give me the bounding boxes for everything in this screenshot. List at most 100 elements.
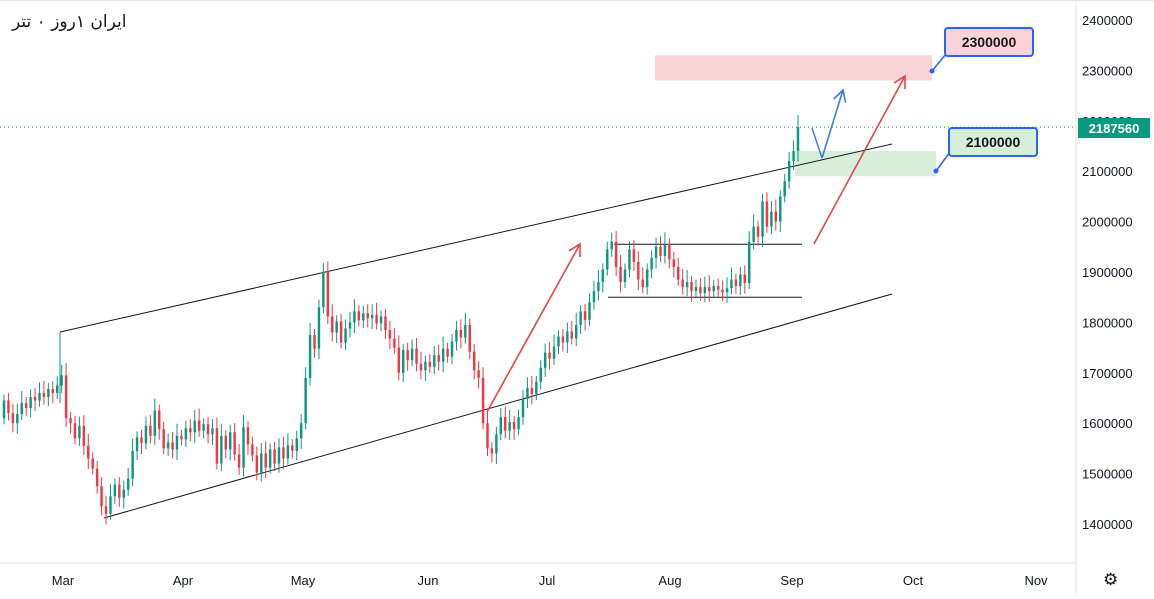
candle-body: [397, 347, 401, 373]
candle-body: [637, 261, 640, 280]
candle-body: [583, 311, 587, 320]
candle-body: [681, 279, 684, 288]
candle-body: [557, 336, 560, 347]
candle-body: [388, 329, 392, 339]
candle-body: [16, 414, 19, 424]
candle-body: [255, 455, 259, 473]
candle-body: [508, 422, 511, 431]
candle-body: [490, 448, 494, 454]
y-tick-label: 1400000: [1082, 517, 1133, 532]
candle-body: [273, 449, 276, 464]
candle-body: [375, 314, 378, 324]
support-line: [103, 293, 893, 519]
candle-body: [450, 341, 454, 357]
candle-body: [677, 266, 680, 280]
candle-body: [796, 127, 800, 152]
x-tick-label: May: [291, 573, 316, 588]
candle-body: [672, 259, 676, 267]
candle-body: [171, 442, 174, 450]
candle-body: [295, 438, 298, 451]
candle-body: [614, 241, 618, 267]
candle-body: [459, 329, 463, 338]
candle-body: [193, 420, 196, 433]
candle-body: [339, 321, 343, 343]
candle-body: [299, 423, 303, 439]
candle-body: [344, 328, 347, 343]
y-tick-label: 2400000: [1082, 13, 1133, 28]
candle-body: [229, 432, 232, 450]
candle-body: [379, 316, 383, 324]
candle-body: [100, 486, 103, 507]
x-tick-label: Apr: [173, 573, 194, 588]
candle-body: [313, 335, 316, 349]
candle-body: [792, 151, 795, 162]
chart-title: ایران ۱روز ۰ تتر: [12, 12, 127, 32]
x-tick-label: Jun: [418, 573, 439, 588]
candle-body: [428, 361, 432, 367]
candle-body: [783, 181, 786, 197]
candle-body: [699, 287, 702, 294]
candle-body: [149, 425, 152, 436]
projection-arrow: [821, 89, 844, 159]
last-price-label: 2187560: [1078, 118, 1150, 138]
support-callout[interactable]: 2100000: [948, 127, 1038, 157]
candle-body: [756, 226, 760, 237]
candle-body: [122, 489, 125, 498]
candle-body: [104, 506, 108, 514]
x-tick-label: Nov: [1024, 573, 1048, 588]
candle-body: [11, 413, 15, 424]
candle-body: [393, 338, 396, 348]
candle-body: [357, 311, 361, 321]
candle-body: [654, 246, 658, 258]
candle-body: [521, 399, 525, 418]
candle-body: [765, 201, 769, 227]
support-zone: [795, 151, 936, 177]
candle-body: [2, 400, 6, 419]
y-tick-label: 2300000: [1082, 63, 1133, 78]
candle-body: [419, 363, 423, 371]
candle-body: [260, 453, 263, 473]
candle-body: [366, 313, 369, 319]
candle-body: [779, 196, 782, 222]
candle-body: [433, 355, 436, 367]
candle-body: [91, 458, 94, 469]
candle-body: [135, 437, 139, 451]
candle-body: [7, 400, 10, 414]
candle-body: [184, 428, 188, 440]
candle-body: [650, 257, 653, 270]
candle-body: [725, 288, 729, 293]
candle-body: [24, 403, 28, 409]
candle-body: [233, 432, 236, 455]
candle-body: [548, 352, 551, 359]
x-tick-label: Mar: [52, 573, 75, 588]
candle-body: [211, 428, 214, 435]
candle-body: [175, 435, 179, 450]
candle-body: [504, 417, 507, 431]
candle-body: [526, 387, 529, 400]
settings-icon[interactable]: ⚙: [1103, 570, 1119, 589]
candle-body: [353, 311, 356, 323]
candle-body: [481, 377, 485, 424]
target-zone: [655, 55, 932, 81]
candle-body: [202, 424, 205, 431]
candle-body: [632, 249, 636, 262]
candle-body: [468, 324, 471, 352]
resistance-line: [59, 143, 893, 333]
candle-body: [574, 324, 578, 339]
candle-body: [78, 425, 81, 439]
candle-body: [220, 435, 223, 464]
candle-body: [73, 423, 77, 439]
candle-body: [597, 282, 600, 292]
candle-body: [543, 352, 547, 368]
candle-body: [189, 428, 192, 433]
target-callout[interactable]: 2300000: [944, 27, 1034, 57]
candle-body: [20, 403, 23, 415]
candle-body: [446, 348, 449, 357]
candle-body: [499, 417, 503, 435]
candle-body: [251, 444, 254, 456]
candle-body: [561, 336, 565, 343]
y-tick-label: 2000000: [1082, 215, 1133, 230]
projection-arrow-head: [833, 88, 847, 103]
candle-body: [153, 410, 157, 436]
